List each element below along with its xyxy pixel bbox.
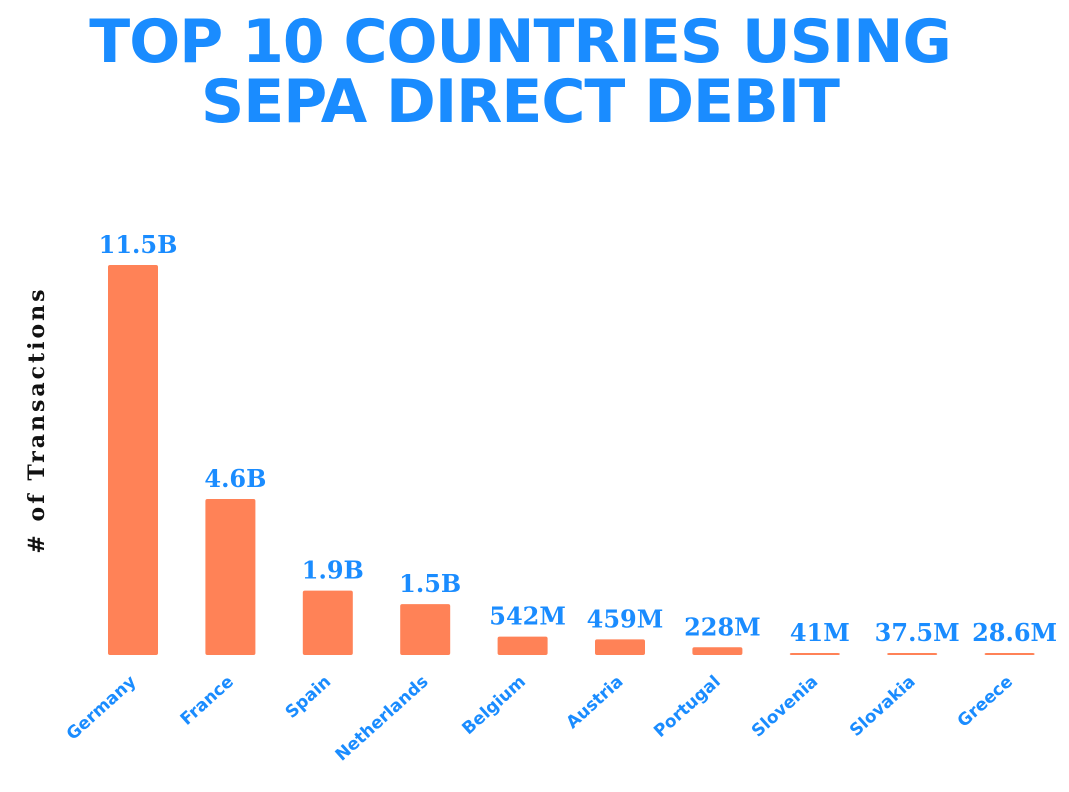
bar-greece	[984, 653, 1035, 655]
x-tick-label-greece: Greece	[954, 672, 1017, 732]
bar-austria	[595, 639, 645, 655]
x-tick-label-germany: Germany	[63, 672, 140, 745]
bar-slovenia	[789, 653, 840, 655]
bar-netherlands	[400, 604, 451, 655]
data-label-germany: 11.5B	[99, 230, 178, 259]
data-label-netherlands: 1.5B	[399, 569, 461, 598]
x-tick-label-spain: Spain	[282, 672, 335, 723]
x-tick-label-belgium: Belgium	[458, 672, 529, 739]
x-tick-label-portugal: Portugal	[650, 672, 724, 742]
data-label-slovakia: 37.5M	[875, 618, 960, 647]
data-label-france: 4.6B	[204, 464, 266, 493]
y-axis-label: # of Transactions	[24, 286, 50, 553]
x-tick-label-austria: Austria	[563, 672, 628, 733]
data-label-slovenia: 41M	[790, 618, 850, 647]
bar-germany	[108, 265, 158, 655]
x-tick-label-france: France	[177, 672, 238, 730]
data-label-belgium: 542M	[489, 602, 566, 631]
data-label-austria: 459M	[587, 604, 664, 633]
chart-title-line-1: TOP 10 COUNTRIES USING	[89, 7, 950, 77]
bar-spain	[302, 590, 353, 655]
x-tick-label-slovenia: Slovenia	[748, 672, 822, 742]
bar-portugal	[692, 647, 743, 655]
bar-belgium	[497, 636, 548, 655]
data-label-spain: 1.9B	[302, 556, 364, 585]
x-tick-label-slovakia: Slovakia	[846, 672, 920, 741]
chart-title-line-2: SEPA DIRECT DEBIT	[201, 67, 840, 137]
data-label-greece: 28.6M	[972, 618, 1057, 647]
x-tick-label-netherlands: Netherlands	[332, 672, 433, 766]
bar-slovakia	[887, 653, 938, 655]
bar-france	[205, 499, 256, 655]
data-label-portugal: 228M	[684, 612, 761, 641]
